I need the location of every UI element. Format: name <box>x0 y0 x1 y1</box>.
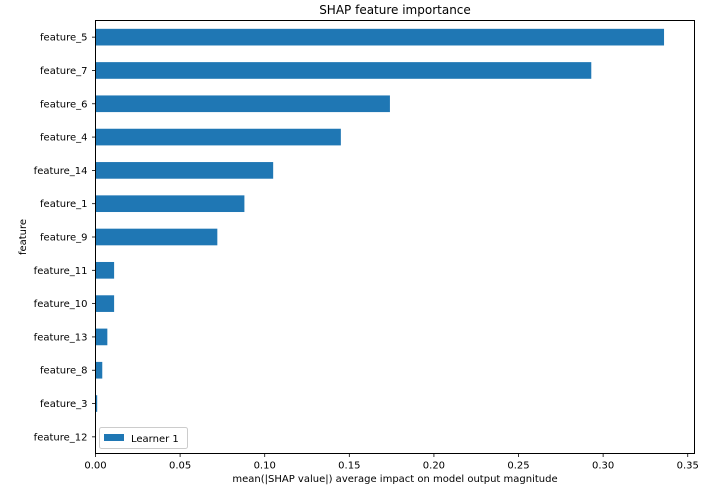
bar-feature-13 <box>95 328 108 346</box>
bar-feature-1 <box>95 195 245 213</box>
legend-swatch <box>104 434 124 441</box>
x-tick-label: 0.10 <box>254 461 276 472</box>
y-tick-label-feature-11: feature_11 <box>34 266 88 277</box>
bar-feature-9 <box>95 228 218 246</box>
bar-feature-14 <box>95 162 274 179</box>
bar-feature-3 <box>95 395 98 412</box>
y-axis-label: feature <box>18 219 29 255</box>
bar-feature-11 <box>95 261 115 279</box>
bars-layer <box>95 28 665 412</box>
x-axis-label: mean(|SHAP value|) average impact on mod… <box>232 474 557 485</box>
y-tick-label-feature-1: feature_1 <box>40 199 87 210</box>
bar-feature-6 <box>95 95 390 113</box>
legend-box <box>99 427 188 449</box>
y-tick-label-feature-9: feature_9 <box>40 233 87 244</box>
y-tick-label-feature-14: feature_14 <box>34 166 88 177</box>
bar-feature-4 <box>95 128 341 146</box>
y-tick-label-feature-3: feature_3 <box>40 399 87 410</box>
x-tick-label: 0.35 <box>677 461 699 472</box>
y-tick-label-feature-5: feature_5 <box>40 33 87 44</box>
y-tick-label-feature-7: feature_7 <box>40 66 87 77</box>
y-tick-layer: feature_5 feature_7 feature_6 feature_4feat… <box>34 33 96 443</box>
x-tick-label: 0.15 <box>338 461 360 472</box>
x-tick-label: 0.05 <box>169 461 191 472</box>
x-tick-layer: 0.00 0.05 0.10 0.15 0.20 0.25 0.30 0.35 <box>84 453 699 472</box>
bar-feature-7 <box>95 62 592 79</box>
x-tick-label: 0.20 <box>423 461 445 472</box>
chart-title: SHAP feature importance <box>319 3 471 17</box>
y-tick-label-feature-12: feature_12 <box>34 432 88 443</box>
x-tick-label: 0.00 <box>84 461 106 472</box>
y-tick-label-feature-8: feature_8 <box>40 366 87 377</box>
y-tick-label-feature-10: feature_10 <box>34 299 88 310</box>
y-tick-label-feature-4: feature_4 <box>40 133 87 144</box>
x-tick-label: 0.25 <box>507 461 529 472</box>
bar-feature-8 <box>95 361 103 379</box>
bar-feature-10 <box>95 295 115 312</box>
y-tick-label-feature-13: feature_13 <box>34 332 88 343</box>
y-tick-label-feature-6: feature_6 <box>40 99 87 110</box>
legend: Learner 1 <box>99 427 188 449</box>
legend-label-learner-1: Learner 1 <box>131 434 179 445</box>
x-tick-label: 0.30 <box>592 461 614 472</box>
bar-feature-5 <box>95 28 665 46</box>
